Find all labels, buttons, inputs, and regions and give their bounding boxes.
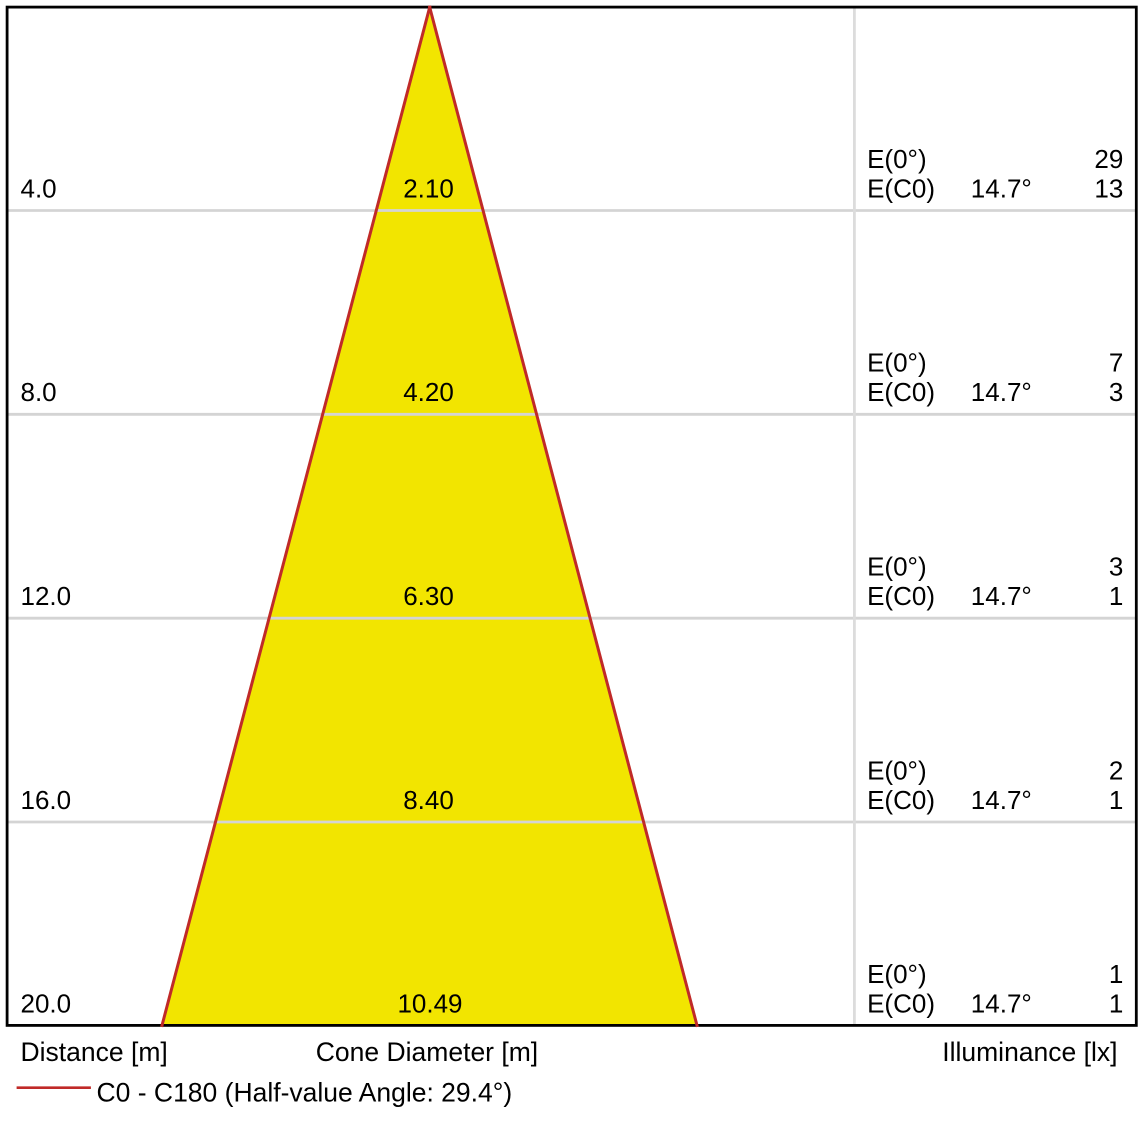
svg-text:E(0°): E(0°) [867,755,927,785]
svg-text:10.49: 10.49 [397,988,462,1018]
svg-text:16.0: 16.0 [21,785,72,815]
svg-text:14.7°: 14.7° [971,785,1032,815]
svg-text:E(C0): E(C0) [867,173,935,203]
svg-text:2.10: 2.10 [403,173,454,203]
svg-text:3: 3 [1109,377,1123,407]
svg-text:E(C0): E(C0) [867,785,935,815]
svg-text:E(C0): E(C0) [867,377,935,407]
svg-text:1: 1 [1109,785,1123,815]
svg-text:1: 1 [1109,581,1123,611]
svg-text:Cone Diameter [m]: Cone Diameter [m] [316,1037,538,1067]
svg-text:8.40: 8.40 [403,785,454,815]
svg-text:1: 1 [1109,988,1123,1018]
svg-text:14.7°: 14.7° [971,377,1032,407]
svg-text:Distance [m]: Distance [m] [21,1037,168,1067]
svg-text:14.7°: 14.7° [971,988,1032,1018]
svg-text:E(0°): E(0°) [867,144,927,174]
svg-text:E(0°): E(0°) [867,552,927,582]
svg-text:12.0: 12.0 [21,581,72,611]
svg-text:E(C0): E(C0) [867,581,935,611]
svg-text:4.20: 4.20 [403,377,454,407]
svg-text:6.30: 6.30 [403,581,454,611]
svg-text:E(0°): E(0°) [867,348,927,378]
svg-text:7: 7 [1109,348,1123,378]
svg-text:Illuminance [lx]: Illuminance [lx] [942,1037,1117,1067]
svg-text:13: 13 [1094,173,1123,203]
svg-text:14.7°: 14.7° [971,581,1032,611]
svg-text:1: 1 [1109,959,1123,989]
svg-text:C0 - C180 (Half-value Angle: 2: C0 - C180 (Half-value Angle: 29.4°) [97,1078,513,1108]
svg-text:20.0: 20.0 [21,988,72,1018]
svg-text:4.0: 4.0 [21,173,57,203]
svg-text:E(C0): E(C0) [867,988,935,1018]
svg-text:2: 2 [1109,755,1123,785]
svg-text:8.0: 8.0 [21,377,57,407]
svg-text:29: 29 [1094,144,1123,174]
svg-text:E(0°): E(0°) [867,959,927,989]
svg-text:14.7°: 14.7° [971,173,1032,203]
svg-text:3: 3 [1109,552,1123,582]
